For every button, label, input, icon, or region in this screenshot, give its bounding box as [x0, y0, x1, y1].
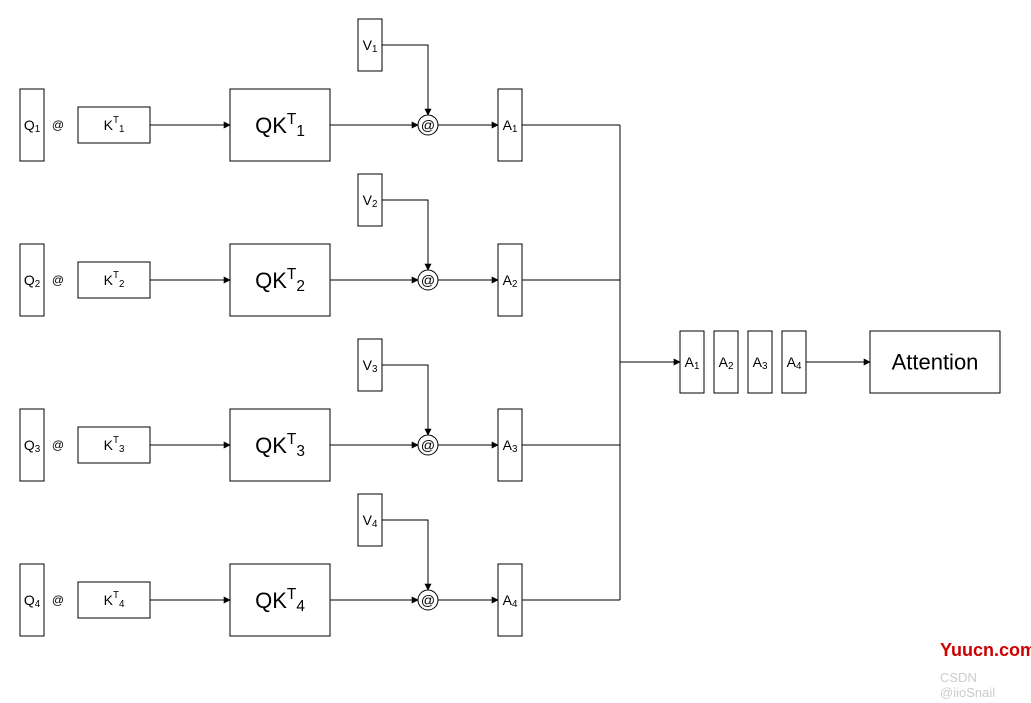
watermark-csdn: CSDN @iioSnail	[940, 670, 1031, 700]
at2-symbol: @	[52, 273, 64, 287]
op4-label: @	[421, 592, 435, 608]
edge-v1-op1	[382, 45, 428, 115]
op2-label: @	[421, 272, 435, 288]
edge-v2-op2	[382, 200, 428, 270]
edge-v3-op3	[382, 365, 428, 435]
attention-label: Attention	[892, 350, 979, 375]
at1-symbol: @	[52, 118, 64, 132]
attention-diagram: Q1@KT1QKT1V1@A1Q2@KT2QKT2V2@A2Q3@KT3QKT3…	[0, 0, 1031, 703]
op3-label: @	[421, 437, 435, 453]
at4-symbol: @	[52, 593, 64, 607]
edge-v4-op4	[382, 520, 428, 590]
at3-symbol: @	[52, 438, 64, 452]
watermark-yuucn: Yuucn.com	[940, 640, 1031, 661]
op1-label: @	[421, 117, 435, 133]
